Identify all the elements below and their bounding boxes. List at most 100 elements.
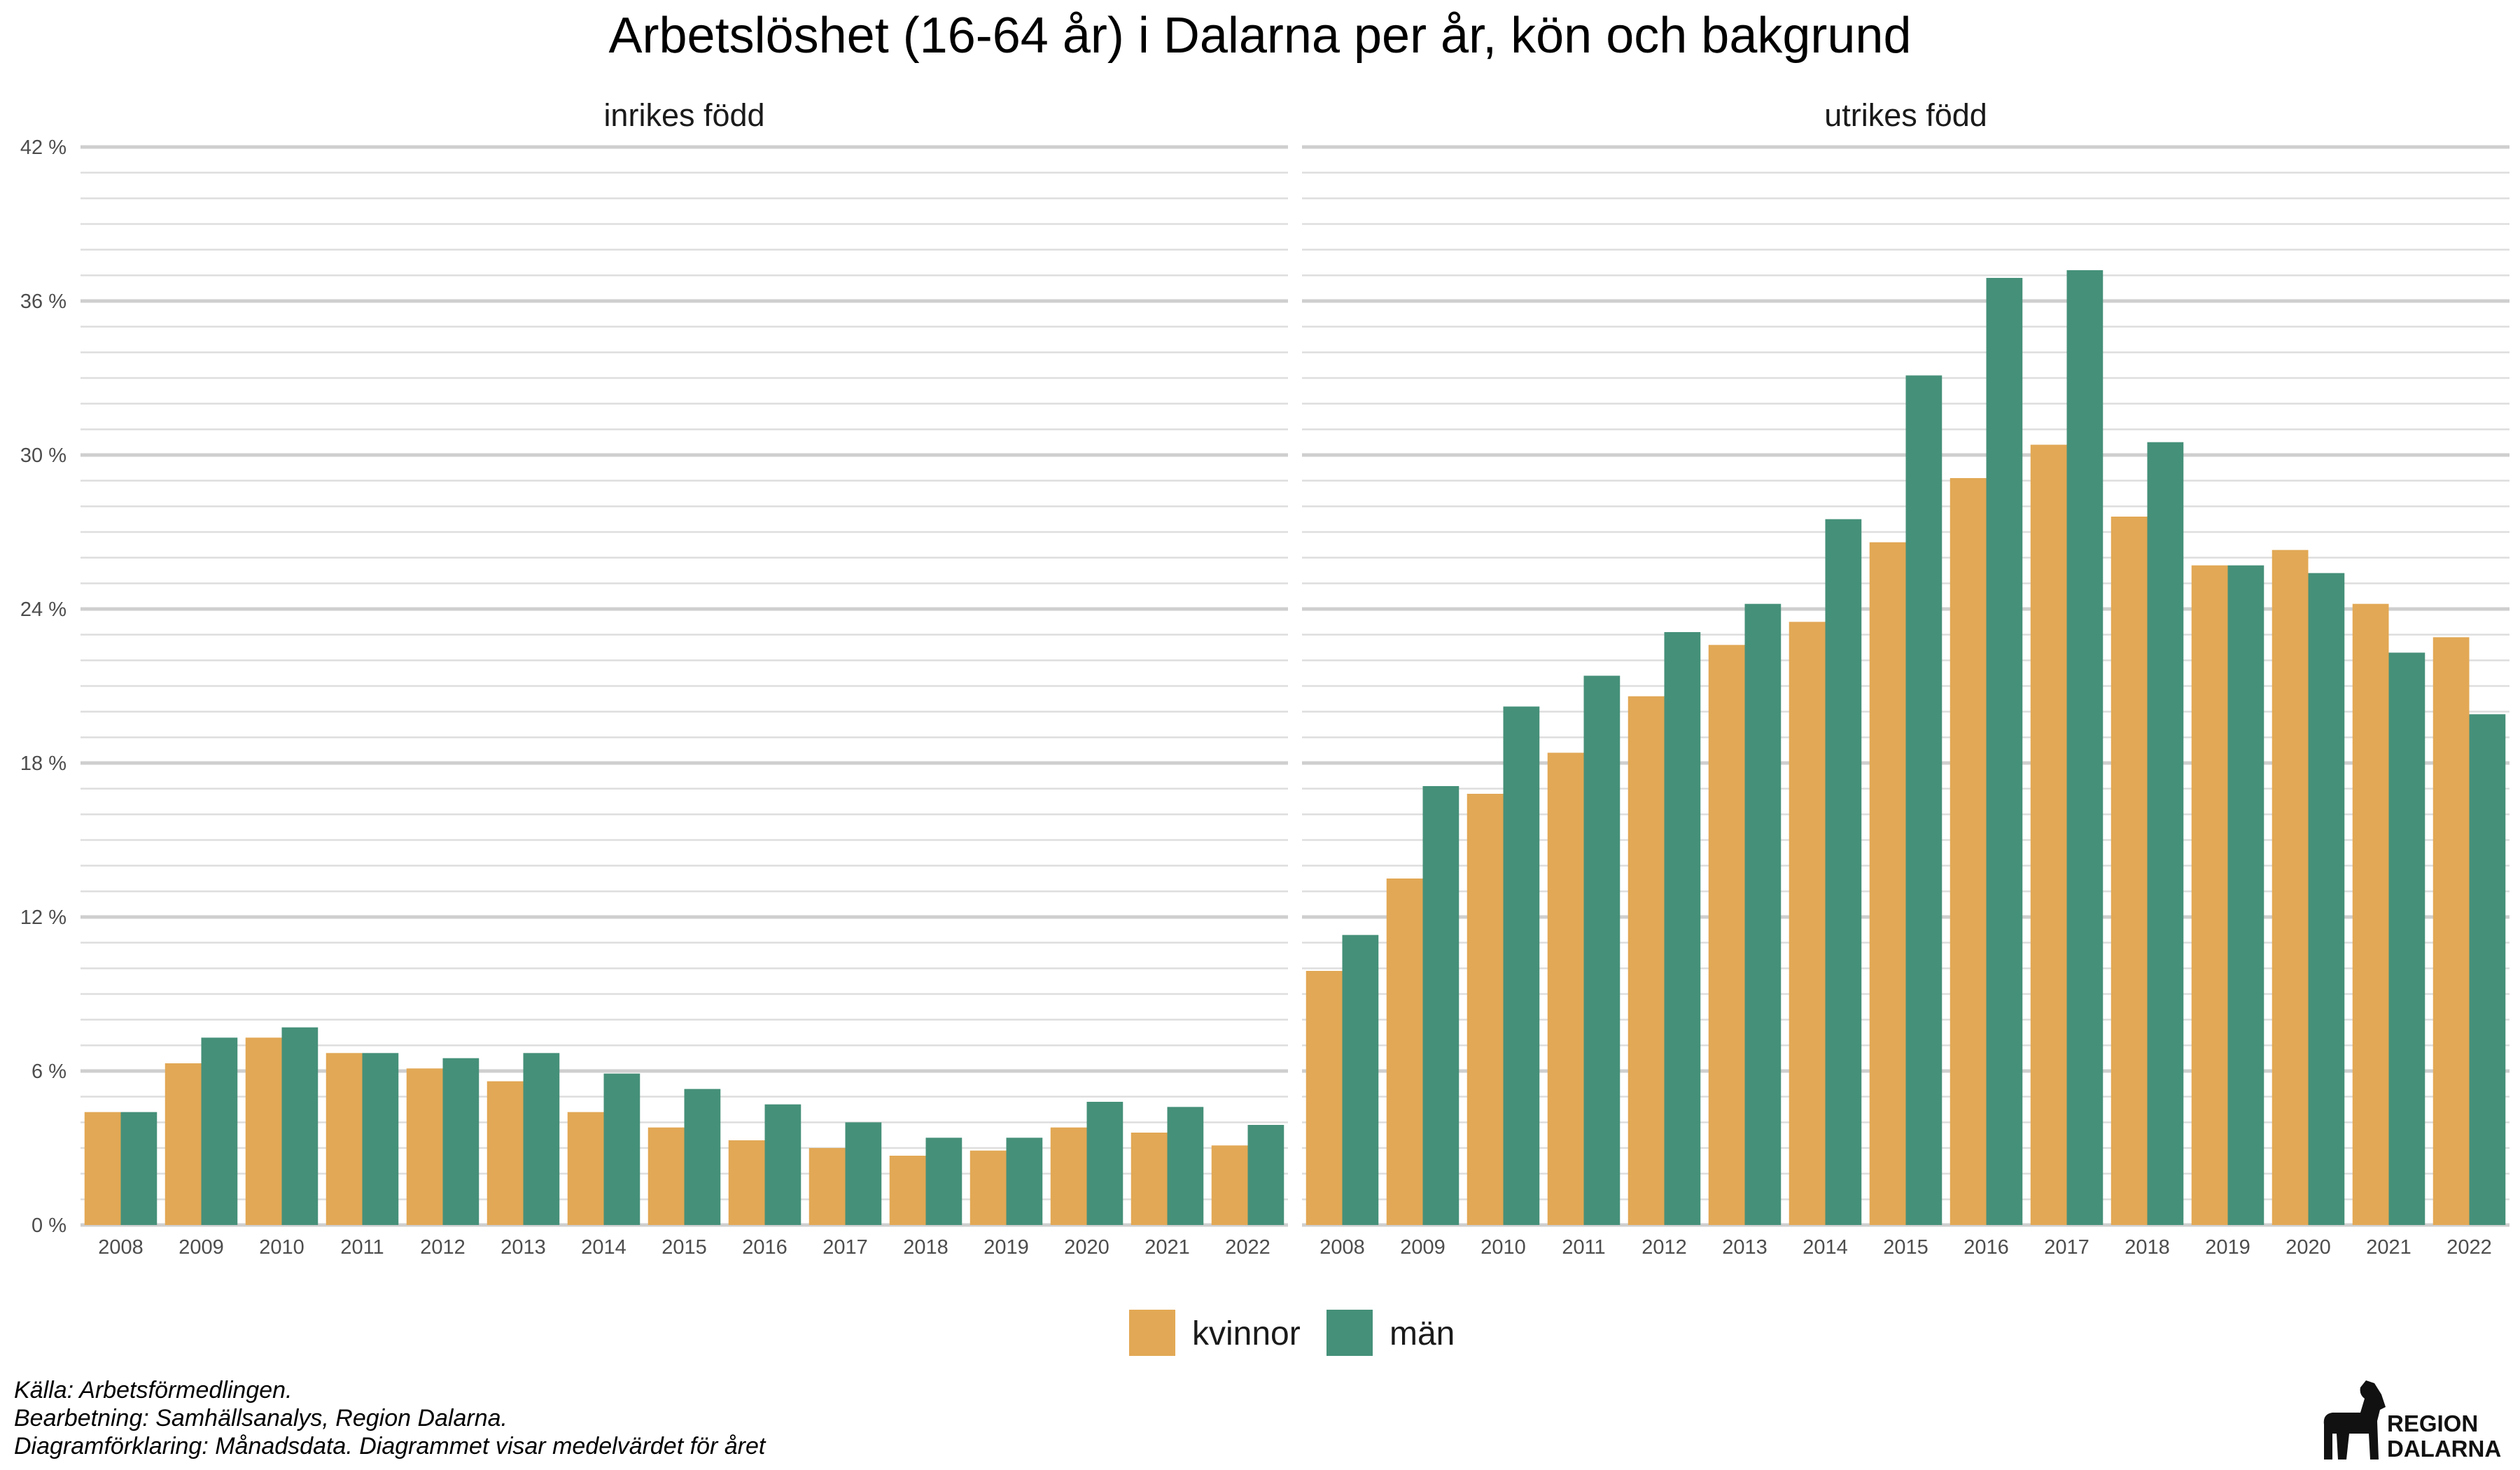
bar-man-2009: [201, 1037, 238, 1225]
x-tick-label: 2008: [98, 1236, 144, 1259]
bar-kvinnor-2008: [1306, 971, 1343, 1225]
x-tick-label: 2018: [903, 1236, 948, 1259]
bar-kvinnor-2022: [1211, 1145, 1248, 1225]
bar-kvinnor-2015: [1869, 542, 1906, 1225]
x-tick-label: 2016: [1963, 1236, 2009, 1259]
bar-kvinnor-2011: [1547, 752, 1584, 1225]
bar-kvinnor-2020: [2272, 550, 2309, 1225]
bar-man-2008: [120, 1112, 158, 1225]
bar-kvinnor-2010: [245, 1037, 282, 1225]
bar-man-2022: [1247, 1125, 1284, 1225]
x-tick-label: 2021: [2366, 1236, 2412, 1259]
bar-man-2010: [1503, 706, 1540, 1225]
bar-kvinnor-2019: [2191, 565, 2228, 1225]
x-tick-label: 2008: [1320, 1236, 1365, 1259]
x-tick-label: 2016: [742, 1236, 788, 1259]
bar-man-2008: [1342, 934, 1379, 1225]
chart-title: Arbetslöshet (16-64 år) i Dalarna per år…: [608, 8, 1911, 64]
bar-man-2020: [2308, 573, 2345, 1225]
legend-swatch-man: [1326, 1310, 1373, 1356]
y-tick-label: 24 %: [20, 598, 66, 621]
y-tick-label: 6 %: [31, 1060, 66, 1083]
bar-kvinnor-2009: [164, 1063, 202, 1225]
bar-man-2015: [684, 1088, 721, 1225]
bar-kvinnor-2018: [889, 1156, 926, 1225]
bar-man-2012: [1664, 632, 1701, 1225]
x-tick-label: 2017: [822, 1236, 868, 1259]
x-tick-label: 2017: [2044, 1236, 2090, 1259]
bar-kvinnor-2017: [808, 1148, 846, 1225]
bar-man-2021: [2388, 652, 2426, 1225]
facet-title: utrikes född: [1824, 97, 1987, 133]
x-tick-label: 2020: [1064, 1236, 1110, 1259]
bar-man-2010: [281, 1027, 318, 1225]
bar-kvinnor-2019: [969, 1150, 1007, 1225]
bar-man-2013: [523, 1053, 560, 1225]
bar-man-2017: [2066, 270, 2104, 1225]
x-tick-label: 2022: [1225, 1236, 1270, 1259]
x-tick-label: 2010: [259, 1236, 304, 1259]
bar-man-2015: [1905, 375, 1942, 1226]
bar-kvinnor-2014: [1788, 622, 1826, 1225]
y-tick-label: 30 %: [20, 444, 66, 467]
legend-label-kvinnor: kvinnor: [1192, 1315, 1301, 1352]
y-tick-label: 12 %: [20, 906, 66, 929]
dala-horse-icon: [2323, 1380, 2386, 1460]
bar-man-2018: [2147, 442, 2184, 1225]
x-tick-label: 2009: [1400, 1236, 1446, 1259]
bar-man-2018: [925, 1138, 962, 1225]
bar-kvinnor-2016: [1949, 478, 1987, 1225]
bar-man-2014: [603, 1073, 640, 1225]
x-tick-label: 2019: [983, 1236, 1029, 1259]
bar-kvinnor-2012: [406, 1068, 443, 1225]
bar-man-2020: [1086, 1102, 1124, 1225]
bar-kvinnor-2012: [1628, 696, 1665, 1225]
panel-utrikes: utrikes född 2008 2009 2010 2011 2012 2013 2014…: [1302, 97, 2510, 1259]
x-tick-label: 2011: [340, 1236, 384, 1259]
x-tick-label: 2014: [1802, 1236, 1848, 1259]
x-tick-label: 2010: [1480, 1236, 1526, 1259]
caption-processing: Bearbetning: Samhällsanalys, Region Dala…: [14, 1405, 507, 1432]
legend: kvinnor män: [1129, 1310, 1455, 1356]
y-tick-label: 36 %: [20, 290, 66, 313]
bar-man-2011: [1583, 676, 1620, 1225]
bar-man-2013: [1744, 603, 1782, 1225]
legend-label-man: män: [1390, 1315, 1455, 1352]
x-tick-label: 2014: [581, 1236, 626, 1259]
bar-kvinnor-2022: [2432, 637, 2470, 1225]
x-tick-label: 2013: [1722, 1236, 1768, 1259]
x-tick-label: 2018: [2124, 1236, 2170, 1259]
x-tick-label: 2015: [1883, 1236, 1928, 1259]
y-tick-label: 0 %: [31, 1214, 66, 1237]
logo-text-dalarna: DALARNA: [2387, 1436, 2501, 1462]
caption-source: Källa: Arbetsförmedlingen.: [14, 1377, 293, 1404]
bar-kvinnor-2018: [2110, 517, 2148, 1225]
bar-kvinnor-2016: [728, 1140, 765, 1225]
caption: Källa: Arbetsförmedlingen. Bearbetning: …: [14, 1377, 766, 1460]
legend-swatch-kvinnor: [1129, 1310, 1175, 1356]
bar-kvinnor-2009: [1386, 878, 1423, 1225]
bar-kvinnor-2013: [1708, 645, 1745, 1225]
x-tick-label: 2013: [500, 1236, 546, 1259]
bar-man-2017: [845, 1122, 882, 1225]
bar-kvinnor-2021: [1130, 1133, 1168, 1225]
bar-kvinnor-2020: [1050, 1127, 1087, 1225]
x-tick-label: 2020: [2286, 1236, 2331, 1259]
bar-kvinnor-2010: [1466, 794, 1504, 1225]
bar-kvinnor-2013: [486, 1081, 524, 1225]
bar-kvinnor-2017: [2030, 444, 2067, 1226]
x-tick-label: 2009: [178, 1236, 224, 1259]
bar-man-2012: [442, 1058, 479, 1225]
bar-man-2016: [1986, 278, 2023, 1225]
x-tick-label: 2015: [662, 1236, 707, 1259]
bar-man-2014: [1825, 519, 1862, 1225]
bar-kvinnor-2014: [567, 1112, 604, 1225]
y-tick-label: 42 %: [20, 136, 66, 159]
bar-man-2021: [1167, 1107, 1204, 1225]
y-tick-label: 18 %: [20, 752, 66, 775]
x-tick-label: 2011: [1562, 1236, 1605, 1259]
caption-explanation: Diagramförklaring: Månadsdata. Diagramme…: [14, 1433, 766, 1460]
bar-kvinnor-2015: [648, 1127, 685, 1225]
bar-man-2019: [1006, 1138, 1043, 1225]
bar-man-2022: [2469, 714, 2506, 1225]
